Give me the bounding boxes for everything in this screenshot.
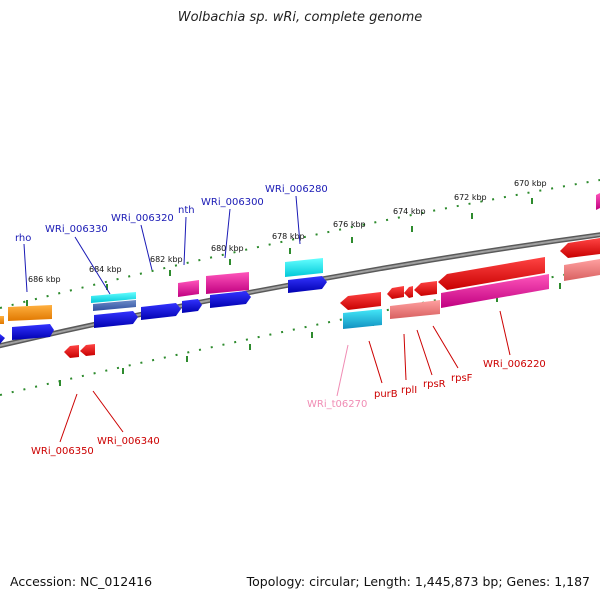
label-leaders-top: [23, 195, 301, 295]
forward-genes[interactable]: [8, 258, 327, 340]
gene-cyan-1: [91, 292, 136, 303]
gene-steel-1: [93, 300, 136, 311]
gene-WRi_t06270: [343, 309, 382, 329]
gene-blue-2: [94, 311, 138, 328]
gene-rplI: [387, 286, 404, 299]
gene-magenta-2: [206, 272, 249, 294]
gene-WRi_006350: [64, 345, 79, 358]
gene-salmon-right: [564, 259, 600, 281]
gene-blue-5: [210, 291, 251, 308]
gene-blue-left: [0, 334, 5, 344]
label-WRi_006300: WRi_006300: [201, 197, 264, 208]
gene-blue-4: [182, 299, 202, 313]
gene-WRi_006220: [438, 257, 545, 290]
label-WRi_t06270: WRi_t06270: [307, 399, 367, 410]
label-nth: nth: [178, 205, 195, 216]
gene-cyan-2: [285, 258, 323, 277]
label-rpsR: rpsR: [423, 379, 446, 390]
label-WRi_006320: WRi_006320: [111, 213, 174, 224]
gene-WRi_006340: [80, 344, 95, 356]
tick-label-682: 682 kbp: [150, 255, 183, 264]
label-leaders-bottom: [59, 310, 511, 443]
gene-rpsF: [414, 281, 437, 296]
gene-blue-1: [12, 324, 54, 340]
tick-label-684: 684 kbp: [89, 265, 122, 274]
gene-blue-6: [288, 276, 327, 293]
gene-magenta-3: [441, 274, 549, 308]
gene-labels-bottom: WRi_006350 WRi_006340 WRi_t06270 purB rp…: [31, 359, 546, 457]
gene-magenta-right: [596, 193, 600, 210]
label-WRi_006220: WRi_006220: [483, 359, 546, 370]
label-rpsF: rpsF: [451, 373, 473, 384]
gene-orange-left: [0, 316, 4, 324]
genome-stats-label: Topology: circular; Length: 1,445,873 bp…: [246, 574, 590, 589]
tick-label-672: 672 kbp: [454, 193, 487, 202]
map-title: Wolbachia sp. wRi, complete genome: [177, 10, 423, 25]
tick-label-674: 674 kbp: [393, 207, 426, 216]
gene-red-right: [560, 238, 600, 258]
label-WRi_006350: WRi_006350: [31, 446, 94, 457]
gene-nth: [178, 280, 199, 297]
tick-label-670: 670 kbp: [514, 179, 547, 188]
gene-salmon-1: [390, 300, 440, 319]
label-WRi_006330: WRi_006330: [45, 224, 108, 235]
reverse-genes[interactable]: [0, 193, 600, 358]
tick-label-676: 676 kbp: [333, 220, 366, 229]
outer-scale-ring: [0, 179, 600, 309]
label-purB: purB: [374, 389, 398, 400]
label-rplI: rplI: [401, 385, 417, 396]
label-leader-trna: [336, 344, 349, 397]
gene-labels-top: rho WRi_006330 WRi_006320 nth WRi_006300…: [15, 184, 328, 244]
label-rho: rho: [15, 233, 31, 244]
tick-label-678: 678 kbp: [272, 232, 305, 241]
scale-tick-labels: 686 kbp 684 kbp 682 kbp 680 kbp 678 kbp …: [28, 179, 547, 284]
accession-label: Accession: NC_012416: [10, 574, 153, 589]
label-WRi_006340: WRi_006340: [97, 436, 160, 447]
gene-purB-red: [340, 292, 381, 310]
tick-label-686: 686 kbp: [28, 275, 61, 284]
label-WRi_006280: WRi_006280: [265, 184, 328, 195]
gene-rpsR: [404, 286, 413, 298]
gene-rho: [8, 305, 52, 321]
gene-blue-3: [141, 303, 181, 320]
tick-label-680: 680 kbp: [211, 244, 244, 253]
